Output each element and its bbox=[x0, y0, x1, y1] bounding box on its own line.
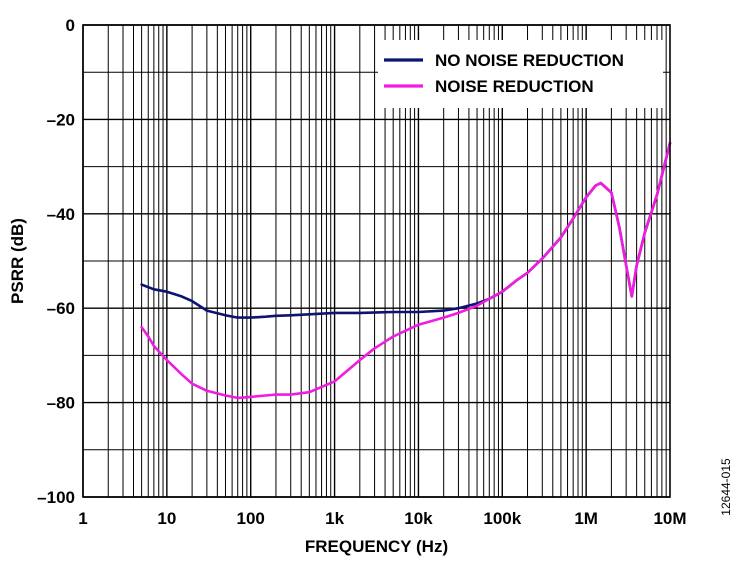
x-tick-label: 10 bbox=[157, 509, 176, 528]
series-line-noise-reduction bbox=[140, 141, 672, 400]
legend: NO NOISE REDUCTION NOISE REDUCTION bbox=[378, 40, 663, 108]
figure-id: 12644-015 bbox=[719, 458, 733, 516]
legend-background bbox=[378, 40, 663, 108]
y-tick-label: –20 bbox=[47, 110, 75, 129]
series-lines bbox=[140, 141, 672, 400]
y-tick-label: –100 bbox=[37, 488, 75, 507]
x-tick-labels: 1 10 100 1k 10k 100k 1M 10M bbox=[78, 509, 686, 528]
x-tick-label: 10M bbox=[653, 509, 686, 528]
y-tick-labels: 0 –20 –40 –60 –80 –100 bbox=[37, 16, 75, 507]
x-tick-label: 100k bbox=[483, 509, 521, 528]
y-tick-label: 0 bbox=[66, 16, 75, 35]
x-tick-label: 1 bbox=[78, 509, 87, 528]
x-tick-label: 100 bbox=[237, 509, 265, 528]
plot-frame bbox=[82, 24, 671, 498]
y-tick-label: –60 bbox=[47, 299, 75, 318]
x-tick-label: 10k bbox=[404, 509, 433, 528]
x-tick-label: 1k bbox=[325, 509, 344, 528]
y-tick-label: –80 bbox=[47, 394, 75, 413]
y-tick-label: –40 bbox=[47, 205, 75, 224]
x-tick-label: 1M bbox=[574, 509, 598, 528]
legend-label-noise-reduction: NOISE REDUCTION bbox=[435, 77, 594, 96]
x-axis-title: FREQUENCY (Hz) bbox=[305, 537, 448, 556]
legend-label-no-noise-reduction: NO NOISE REDUCTION bbox=[435, 51, 624, 70]
y-axis-title: PSRR (dB) bbox=[8, 218, 27, 304]
